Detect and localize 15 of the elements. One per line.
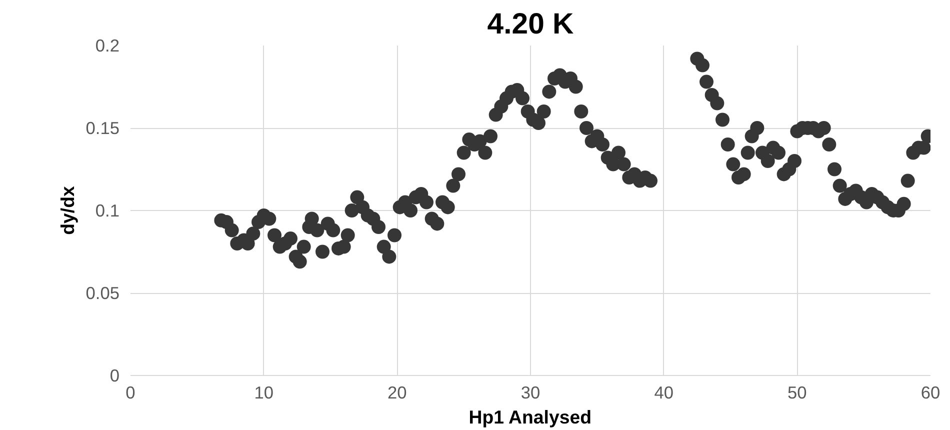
- x-tick-label: 50: [788, 382, 807, 402]
- x-tick-label: 40: [654, 382, 674, 402]
- y-tick-label: 0.2: [95, 36, 120, 56]
- y-tick-label: 0.05: [86, 283, 120, 303]
- x-tick-label: 0: [126, 382, 136, 402]
- x-axis-title: Hp1 Analysed: [468, 406, 592, 428]
- y-tick-label: 0.1: [95, 200, 120, 220]
- x-tick-label: 60: [920, 382, 940, 402]
- x-tick-label: 10: [254, 382, 274, 402]
- x-tick-label: 20: [388, 382, 407, 402]
- x-tick-label: 30: [520, 382, 540, 402]
- y-axis-title: dy/dx: [56, 186, 78, 235]
- chart-title: 4.20 K: [487, 8, 574, 40]
- y-tick-label: 0.15: [86, 118, 120, 138]
- y-tick-label: 0: [110, 366, 120, 386]
